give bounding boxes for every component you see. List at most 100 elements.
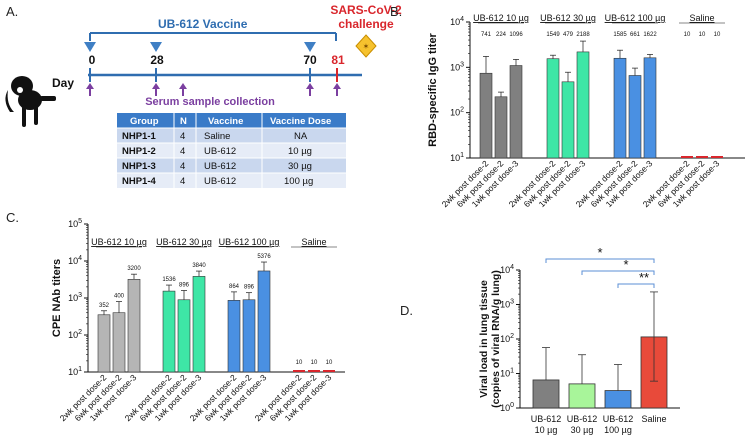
group-header: Saline — [301, 237, 326, 247]
data-label: 3840 — [192, 263, 206, 269]
panel-c-letter: C. — [6, 210, 19, 225]
data-label: 224 — [496, 32, 507, 38]
data-label: 661 — [630, 32, 641, 38]
data-label: 479 — [563, 32, 574, 38]
data-label: 741 — [481, 32, 492, 38]
data-label: 10 — [326, 360, 333, 366]
bar — [192, 276, 206, 373]
bar — [494, 96, 508, 159]
serum-label: Serum sample collection — [145, 96, 275, 108]
vaccine-label: UB-612 Vaccine — [158, 17, 248, 31]
bar — [613, 57, 627, 159]
y-tick-label: 102 — [68, 329, 82, 340]
y-tick-label: 104 — [500, 264, 514, 275]
bar — [162, 290, 176, 373]
bar — [308, 370, 320, 372]
data-label: 1549 — [546, 32, 560, 38]
day-70: 70 — [303, 53, 317, 67]
serum-arrow-icon — [152, 83, 160, 96]
y-tick-label: 103 — [450, 61, 464, 72]
y-axis-label: CPE NAb titers — [51, 259, 63, 337]
serum-arrow-icon — [179, 83, 187, 96]
bar — [479, 72, 493, 159]
significance-bracket — [545, 258, 655, 263]
group-header: UB-612 10 µg — [91, 237, 147, 247]
x-tick-label: 10 µg — [535, 425, 558, 435]
significance-label: ** — [639, 270, 649, 285]
panel-a: A. Day UB-612 Vaccine SARS-CoV-2 challen… — [5, 3, 402, 188]
table-cell: NHP1-1 — [122, 131, 157, 142]
bar — [127, 279, 141, 373]
day-81: 81 — [331, 53, 345, 67]
x-tick-label: UB-612 — [567, 414, 598, 424]
significance-bracket — [617, 283, 655, 288]
table-cell: 10 µg — [288, 146, 312, 157]
data-label: 352 — [99, 303, 110, 309]
y-tick-label: 105 — [68, 218, 82, 229]
data-label: 5376 — [257, 254, 271, 260]
table-cell: 4 — [180, 161, 185, 172]
table-header-vaccine: Vaccine — [208, 116, 243, 127]
x-tick-label: 100 µg — [604, 425, 632, 435]
dose-triangle-28 — [150, 42, 162, 52]
svg-text:✶: ✶ — [363, 42, 370, 51]
data-label: 896 — [179, 282, 190, 288]
data-label: 1536 — [162, 277, 176, 283]
table-cell: NHP1-2 — [122, 146, 156, 157]
table-cell: UB-612 — [204, 176, 236, 187]
bar — [323, 370, 335, 372]
bar — [509, 65, 523, 159]
table-header-n: N — [180, 116, 187, 127]
panel-a-letter: A. — [6, 4, 18, 19]
group-table: Group N Vaccine Vaccine Dose NHP1-1 4 Sa… — [117, 113, 346, 188]
bar — [628, 75, 642, 159]
day-28: 28 — [150, 53, 164, 67]
challenge-diamond-icon: ✶ — [355, 34, 377, 58]
table-cell: NHP1-4 — [122, 176, 157, 187]
panel-d-chart: D. 100 101 102 103 104 Viral load in lung tiss… — [400, 245, 680, 435]
y-tick-label: 104 — [68, 255, 82, 266]
group-header: UB-612 30 µg — [156, 237, 212, 247]
table-cell: 4 — [180, 176, 185, 187]
data-label: 864 — [229, 284, 240, 290]
table-cell: NA — [294, 131, 308, 142]
challenge-label-1: SARS-CoV-2 — [330, 3, 402, 17]
bar — [568, 383, 596, 409]
data-label: 10 — [311, 360, 318, 366]
group-header: UB-612 100 µg — [605, 13, 666, 23]
y-axis-label: (copies of viral RNA/g lung) — [490, 270, 502, 408]
x-tick-label: Saline — [641, 414, 666, 424]
group-header: UB-612 100 µg — [219, 237, 280, 247]
y-tick-label: 101 — [450, 152, 464, 163]
data-label: 1096 — [509, 32, 523, 38]
y-tick-label: 104 — [450, 16, 464, 27]
bar — [696, 156, 708, 158]
data-label: 3200 — [127, 266, 141, 272]
data-label: 1585 — [613, 32, 627, 38]
panel-d-letter: D. — [400, 303, 413, 318]
data-label: 896 — [244, 285, 255, 291]
bar — [604, 390, 632, 409]
y-tick-label: 101 — [68, 366, 82, 377]
y-tick-label: 103 — [500, 299, 514, 310]
group-header: Saline — [689, 13, 714, 23]
bar — [532, 379, 560, 409]
x-tick-label: UB-612 — [603, 414, 634, 424]
table-cell: UB-612 — [204, 161, 236, 172]
bar — [97, 314, 111, 373]
bar — [546, 58, 560, 159]
panel-b-letter: B. — [390, 4, 402, 19]
serum-arrow-icon — [306, 83, 314, 96]
table-cell: 4 — [180, 131, 185, 142]
bar — [227, 300, 241, 373]
table-header-group: Group — [130, 116, 159, 127]
y-tick-label: 101 — [500, 368, 514, 379]
significance-label: * — [623, 257, 628, 272]
day-0: 0 — [89, 53, 96, 67]
serum-arrow-icon — [86, 83, 94, 96]
y-axis-label: Viral load in lung tissue — [478, 280, 490, 398]
table-cell: NHP1-3 — [122, 161, 156, 172]
challenge-label-2: challenge — [338, 17, 394, 31]
x-tick-label: UB-612 — [531, 414, 562, 424]
